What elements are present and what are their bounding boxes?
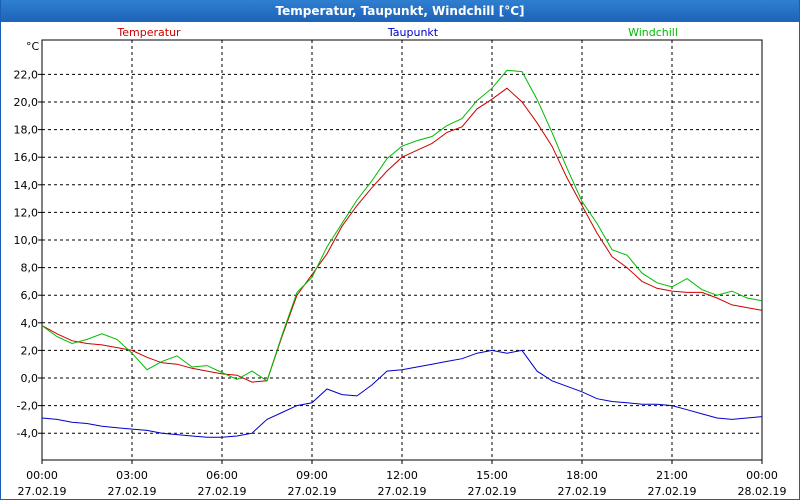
y-tick-label: 10,0	[14, 234, 39, 247]
y-tick-label: 16,0	[14, 151, 39, 164]
x-tick-date-label: 27.02.19	[558, 485, 607, 498]
x-tick-date-label: 27.02.19	[108, 485, 157, 498]
series-line-windchill	[41, 69, 763, 382]
y-tick-label: 22,0	[14, 68, 39, 81]
y-tick-label: -4,0	[17, 427, 38, 440]
x-tick-time-label: 18:00	[566, 469, 598, 482]
y-tick-label: 2,0	[21, 344, 39, 357]
x-tick-time-label: 00:00	[746, 469, 778, 482]
x-tick-time-label: 15:00	[476, 469, 508, 482]
x-tick-time-label: 00:00	[26, 469, 58, 482]
plot-frame	[41, 39, 763, 461]
y-tick-label: 8,0	[21, 262, 39, 275]
y-tick-label: 12,0	[14, 206, 39, 219]
y-tick-label: 4,0	[21, 317, 39, 330]
y-axis-unit-label: °C	[26, 40, 40, 53]
y-tick-label: 18,0	[14, 124, 39, 137]
x-tick-time-label: 12:00	[386, 469, 418, 482]
y-tick-label: -2,0	[17, 400, 38, 413]
x-tick-date-label: 27.02.19	[288, 485, 337, 498]
x-tick-date-label: 27.02.19	[468, 485, 517, 498]
y-tick-label: 14,0	[14, 179, 39, 192]
y-tick-label: 20,0	[14, 96, 39, 109]
window-title: Temperatur, Taupunkt, Windchill [°C]	[1, 0, 799, 22]
x-tick-date-label: 27.02.19	[18, 485, 67, 498]
x-tick-date-label: 27.02.19	[648, 485, 697, 498]
x-tick-date-label: 28.02.19	[738, 485, 787, 498]
series-line-temperatur	[41, 87, 763, 383]
x-tick-date-label: 27.02.19	[198, 485, 247, 498]
x-tick-time-label: 21:00	[656, 469, 688, 482]
legend-temperatur: Temperatur	[116, 26, 181, 39]
x-tick-time-label: 09:00	[296, 469, 328, 482]
x-tick-date-label: 27.02.19	[378, 485, 427, 498]
x-tick-time-label: 06:00	[206, 469, 238, 482]
y-tick-label: 6,0	[21, 289, 39, 302]
legend-windchill: Windchill	[628, 26, 678, 39]
y-tick-label: 0,0	[21, 372, 39, 385]
legend-taupunkt: Taupunkt	[387, 26, 439, 39]
x-tick-time-label: 03:00	[116, 469, 148, 482]
series-line-taupunkt	[41, 349, 763, 438]
